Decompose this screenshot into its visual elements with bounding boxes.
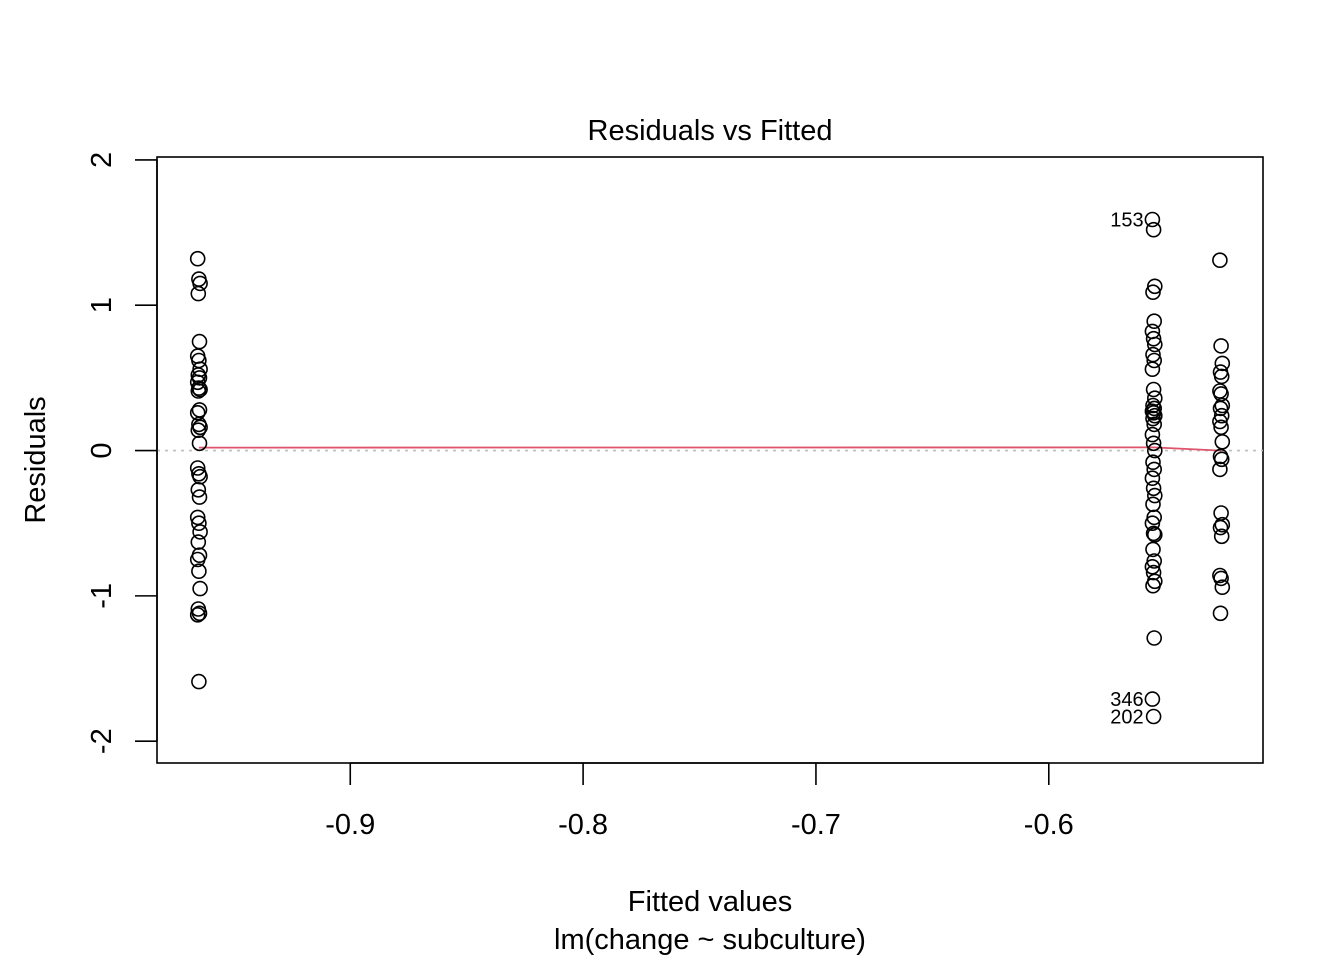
data-point xyxy=(1213,451,1230,468)
data-point xyxy=(1146,352,1162,369)
data-point xyxy=(1146,630,1162,646)
data-point xyxy=(1145,435,1162,452)
data-point xyxy=(191,333,208,350)
data-point xyxy=(1147,487,1163,504)
data-point xyxy=(192,275,208,292)
data-point xyxy=(1144,426,1161,443)
data-point xyxy=(1145,577,1161,594)
x-axis: -0.9 -0.8 -0.7 -0.6 xyxy=(325,762,1074,841)
data-point xyxy=(1144,515,1161,532)
data-point xyxy=(1144,361,1161,378)
y-tick-label: -1 xyxy=(86,583,118,609)
point-label: 346 xyxy=(1110,689,1143,711)
smoother-layer xyxy=(198,446,1222,452)
data-point xyxy=(1145,496,1161,513)
model-formula-label: lm(change ~ subculture) xyxy=(554,924,866,956)
data-point xyxy=(1144,211,1161,228)
data-point xyxy=(1145,708,1162,725)
data-point xyxy=(1145,525,1162,542)
data-point xyxy=(191,489,208,505)
data-point xyxy=(1144,558,1161,575)
data-point xyxy=(1213,338,1229,354)
data-point xyxy=(1212,400,1229,417)
data-point xyxy=(1144,470,1161,487)
data-point xyxy=(1146,416,1162,433)
data-point xyxy=(1147,407,1163,424)
data-point xyxy=(191,605,208,622)
x-tick-label: -0.9 xyxy=(325,809,375,841)
data-point xyxy=(1214,433,1231,450)
data-point xyxy=(1212,252,1228,269)
data-point xyxy=(191,435,208,452)
points-layer xyxy=(189,211,1231,725)
data-point xyxy=(1214,355,1231,372)
x-tick-label: -0.6 xyxy=(1024,809,1074,841)
data-point xyxy=(190,383,207,399)
data-point xyxy=(1213,570,1229,587)
data-point xyxy=(192,580,208,597)
data-point xyxy=(1145,454,1161,471)
data-point xyxy=(1145,410,1161,427)
data-point xyxy=(1144,691,1161,707)
data-point xyxy=(1213,528,1230,545)
data-point xyxy=(1214,579,1231,596)
data-point xyxy=(1147,278,1163,295)
data-point xyxy=(1147,442,1163,459)
data-point xyxy=(192,419,208,436)
data-point xyxy=(1212,605,1229,622)
data-point xyxy=(1212,413,1228,430)
data-point xyxy=(189,460,206,476)
y-tick-label: 2 xyxy=(86,152,118,168)
data-point xyxy=(191,563,207,580)
x-tick-label: -0.7 xyxy=(791,809,841,841)
data-point xyxy=(1146,461,1162,478)
y-tick-label: -2 xyxy=(86,728,118,754)
y-tick-label: 1 xyxy=(86,297,118,313)
data-point xyxy=(1145,480,1162,497)
data-point xyxy=(1145,330,1162,347)
chart-title: Residuals vs Fitted xyxy=(588,115,833,147)
y-axis: -2 -1 0 1 2 xyxy=(86,152,158,754)
data-point xyxy=(191,673,207,690)
y-tick-label: 0 xyxy=(86,443,118,459)
data-point xyxy=(192,524,208,540)
data-point xyxy=(1145,284,1161,301)
data-point xyxy=(1212,519,1229,536)
data-point xyxy=(189,509,206,526)
data-point xyxy=(1145,541,1161,558)
data-point xyxy=(190,534,207,550)
data-point xyxy=(189,551,206,568)
data-point xyxy=(190,285,207,302)
data-point xyxy=(1146,313,1162,330)
data-point xyxy=(1145,221,1162,238)
point-label: 153 xyxy=(1110,210,1143,232)
data-point xyxy=(1145,564,1162,581)
x-tick-label: -0.8 xyxy=(558,809,608,841)
data-point xyxy=(191,515,207,532)
data-point xyxy=(1145,381,1162,398)
point-label: 202 xyxy=(1110,707,1143,729)
data-point xyxy=(1214,516,1231,533)
y-axis-label: Residuals xyxy=(20,396,52,523)
data-point xyxy=(189,404,206,421)
data-point xyxy=(1214,397,1231,414)
data-point xyxy=(189,250,206,267)
data-point xyxy=(1213,368,1230,385)
data-point xyxy=(189,606,206,623)
data-point xyxy=(1212,461,1228,478)
data-point xyxy=(1147,526,1163,543)
plot-frame xyxy=(156,156,1264,764)
data-point xyxy=(1147,336,1163,353)
data-point xyxy=(190,481,207,498)
data-point xyxy=(189,374,206,391)
data-point xyxy=(192,381,208,398)
smoother-line xyxy=(198,446,1222,452)
x-axis-label: Fitted values xyxy=(628,886,792,918)
